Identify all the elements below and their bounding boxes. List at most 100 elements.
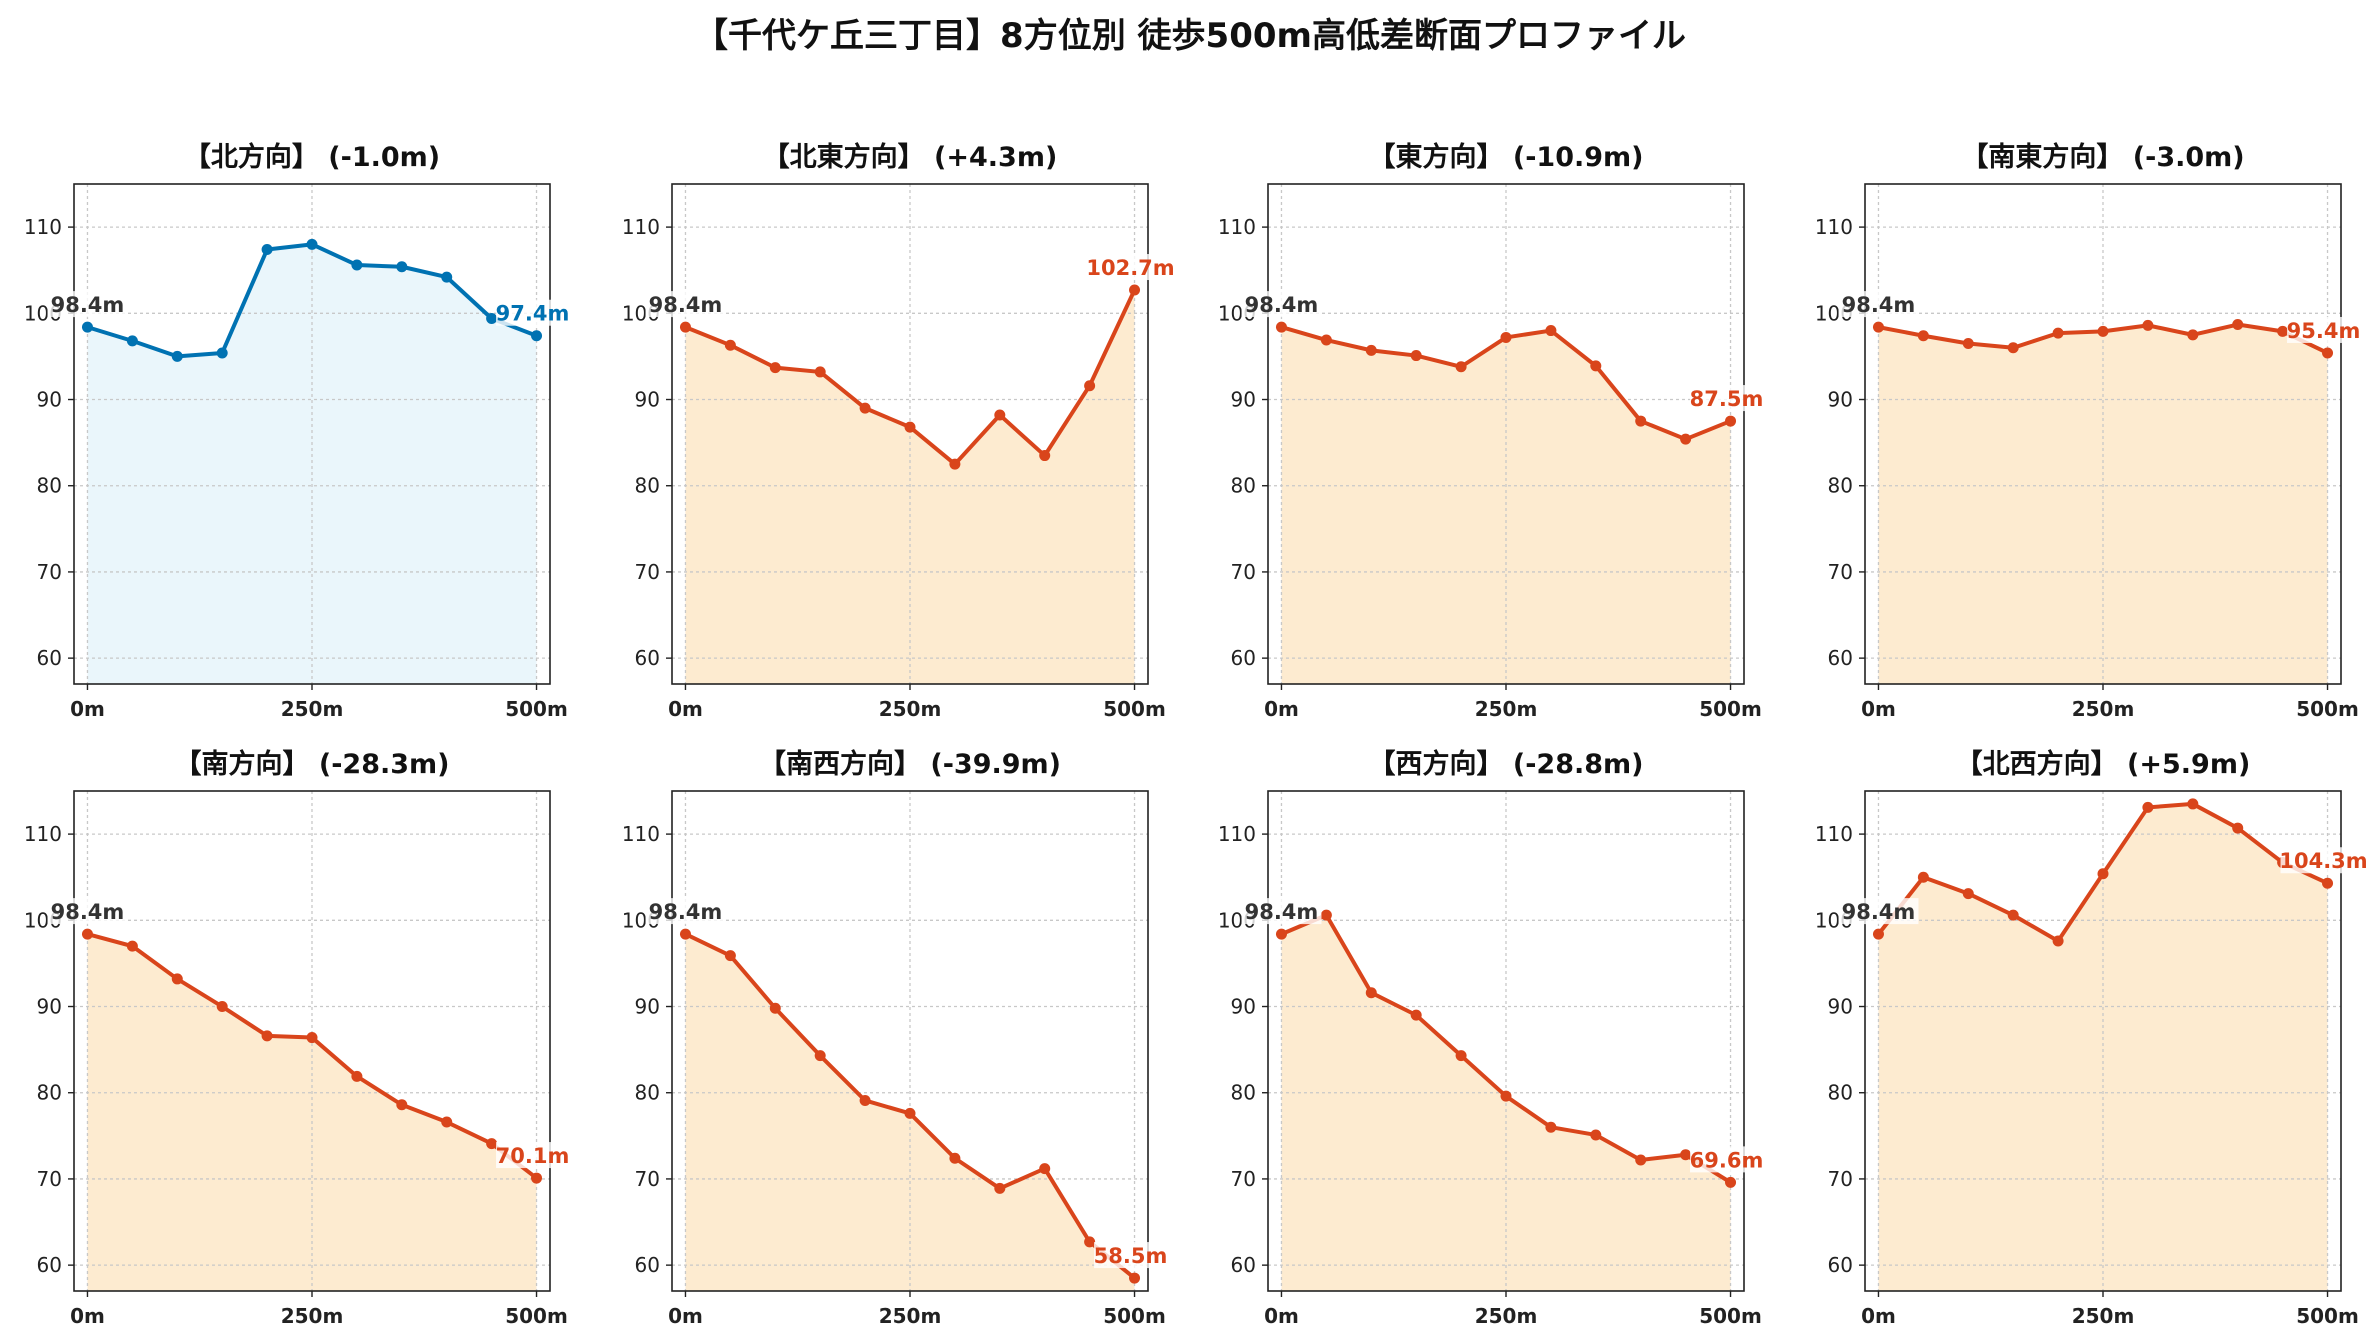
data-point xyxy=(126,940,138,952)
y-tick-label: 60 xyxy=(635,1253,660,1277)
x-tick-label: 250m xyxy=(1475,697,1538,721)
start-label-bg xyxy=(1241,898,1322,925)
x-tick-label: 500m xyxy=(505,1304,568,1328)
subplot-title: 【北東方向】 (+4.3m) xyxy=(763,141,1058,173)
subplot-title: 【南方向】 (-28.3m) xyxy=(174,748,449,780)
start-label-bg xyxy=(1838,291,1919,318)
y-tick-label: 110 xyxy=(24,822,62,846)
subplot-title: 【西方向】 (-28.8m) xyxy=(1368,748,1643,780)
end-label: 97.4m xyxy=(496,302,570,326)
data-point xyxy=(949,1152,961,1164)
subplot-title: 【南東方向】 (-3.0m) xyxy=(1961,141,2244,173)
data-point xyxy=(261,1030,273,1042)
data-point xyxy=(441,271,453,283)
y-tick-label: 90 xyxy=(1828,388,1853,412)
x-tick-label: 250m xyxy=(281,1304,344,1328)
data-point xyxy=(2142,801,2154,813)
area-fill xyxy=(685,290,1135,684)
data-point xyxy=(724,950,736,962)
end-label-bg xyxy=(1087,254,1174,281)
y-tick-label: 80 xyxy=(37,1081,62,1105)
x-tick-label: 0m xyxy=(1264,697,1299,721)
data-point xyxy=(261,244,273,256)
data-point xyxy=(126,335,138,347)
data-point xyxy=(2322,877,2334,889)
start-label: 98.4m xyxy=(1842,900,1916,924)
y-tick-label: 90 xyxy=(1231,388,1256,412)
data-point xyxy=(1545,1121,1557,1133)
data-point xyxy=(1590,360,1602,372)
data-point xyxy=(1320,334,1332,346)
data-point xyxy=(2052,327,2064,339)
end-label: 70.1m xyxy=(496,1144,570,1168)
x-tick-label: 0m xyxy=(1861,1304,1896,1328)
data-point xyxy=(859,402,871,414)
subplot-title: 【北西方向】 (+5.9m) xyxy=(1956,748,2251,780)
y-tick-label: 110 xyxy=(1815,215,1853,239)
data-point xyxy=(1275,928,1287,940)
x-tick-label: 500m xyxy=(1699,697,1762,721)
start-label: 98.4m xyxy=(649,900,723,924)
y-tick-label: 70 xyxy=(37,560,62,584)
start-label: 98.4m xyxy=(649,293,723,317)
data-point xyxy=(486,312,498,324)
start-label: 98.4m xyxy=(1245,900,1319,924)
end-label: 87.5m xyxy=(1690,387,1764,411)
main-title: 【千代ケ丘三丁目】8方位別 徒歩500m高低差断面プロファイル xyxy=(694,16,1686,56)
data-point xyxy=(1725,1176,1737,1188)
y-tick-label: 60 xyxy=(1828,646,1853,670)
x-tick-label: 250m xyxy=(2072,1304,2135,1328)
start-label-bg xyxy=(47,898,128,925)
end-label-bg xyxy=(1690,385,1764,412)
data-point xyxy=(1455,361,1467,373)
start-label: 98.4m xyxy=(51,900,125,924)
area-fill xyxy=(1281,327,1731,684)
end-label: 58.5m xyxy=(1094,1244,1168,1268)
area-fill xyxy=(87,934,537,1291)
y-tick-label: 90 xyxy=(37,995,62,1019)
data-point xyxy=(1635,415,1647,427)
data-point xyxy=(1365,344,1377,356)
end-label: 95.4m xyxy=(2287,319,2361,343)
x-tick-label: 500m xyxy=(505,697,568,721)
data-point xyxy=(2277,325,2289,337)
data-point xyxy=(396,261,408,273)
data-point xyxy=(2007,342,2019,354)
data-point xyxy=(994,1182,1006,1194)
y-tick-label: 80 xyxy=(1231,1081,1256,1105)
y-tick-label: 80 xyxy=(1231,474,1256,498)
data-point xyxy=(994,409,1006,421)
data-point xyxy=(1410,350,1422,362)
data-point xyxy=(769,362,781,374)
data-point xyxy=(1410,1009,1422,1021)
data-point xyxy=(531,1172,543,1184)
y-tick-label: 70 xyxy=(37,1167,62,1191)
y-tick-label: 70 xyxy=(635,1167,660,1191)
data-point xyxy=(2322,347,2334,359)
data-point xyxy=(1320,909,1332,921)
data-point xyxy=(2142,319,2154,331)
data-point xyxy=(351,1070,363,1082)
y-tick-label: 110 xyxy=(1218,215,1256,239)
y-tick-label: 110 xyxy=(24,215,62,239)
data-point xyxy=(814,366,826,378)
data-point xyxy=(814,1050,826,1062)
end-label-bg xyxy=(496,1142,570,1169)
data-point xyxy=(1500,331,1512,343)
y-tick-label: 90 xyxy=(37,388,62,412)
data-point xyxy=(2187,798,2199,810)
end-label-bg xyxy=(1094,1242,1168,1269)
data-point xyxy=(171,973,183,985)
data-point xyxy=(2187,329,2199,341)
y-tick-label: 90 xyxy=(635,995,660,1019)
data-point xyxy=(351,259,363,271)
data-point xyxy=(949,458,961,470)
y-tick-label: 70 xyxy=(1231,1167,1256,1191)
area-fill xyxy=(685,934,1135,1291)
